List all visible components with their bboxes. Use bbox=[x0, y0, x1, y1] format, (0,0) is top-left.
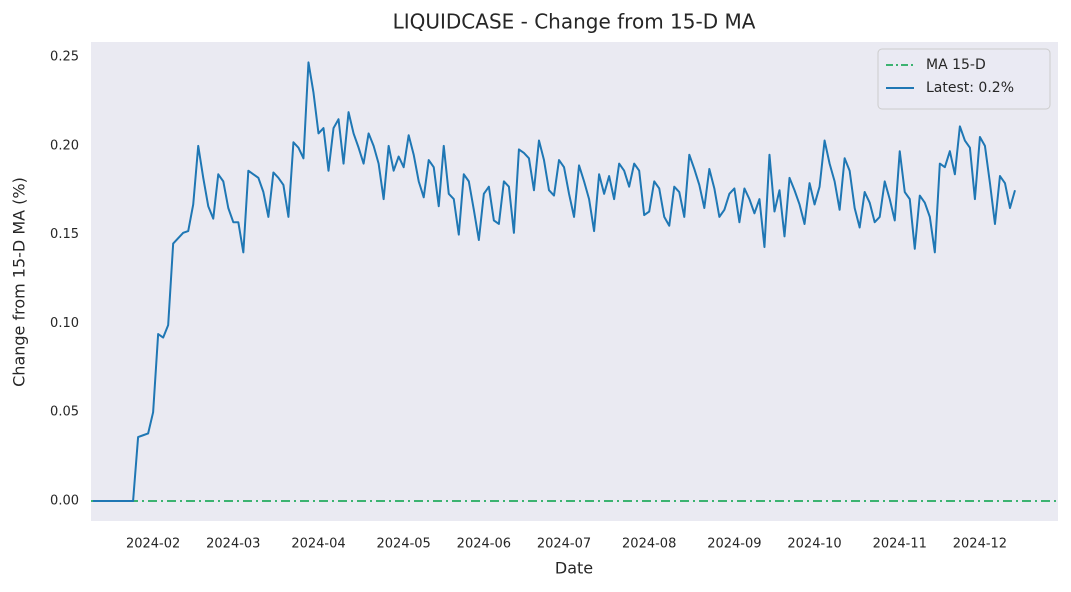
x-tick-label: 2024-08 bbox=[622, 537, 676, 552]
legend-box bbox=[877, 48, 1051, 110]
x-tick-label: 2024-10 bbox=[787, 537, 841, 552]
y-tick-label: 0.10 bbox=[50, 316, 79, 331]
x-tick-label: 2024-09 bbox=[707, 537, 761, 552]
y-tick-label: 0.05 bbox=[50, 405, 79, 420]
legend-label: Latest: 0.2% bbox=[926, 80, 1014, 96]
x-tick-label: 2024-03 bbox=[206, 537, 260, 552]
y-tick-label: 0.00 bbox=[50, 493, 79, 508]
x-tick-label: 2024-06 bbox=[457, 537, 511, 552]
x-tick-label: 2024-05 bbox=[377, 537, 431, 552]
y-tick-label: 0.15 bbox=[50, 227, 79, 242]
chart-title: LIQUIDCASE - Change from 15-D MA bbox=[393, 10, 756, 34]
x-tick-label: 2024-07 bbox=[537, 537, 591, 552]
legend-label: MA 15-D bbox=[926, 57, 986, 73]
data-line bbox=[93, 61, 1016, 502]
x-tick-label: 2024-12 bbox=[953, 537, 1007, 552]
plot-area bbox=[91, 42, 1058, 521]
x-axis-label: Date bbox=[555, 559, 593, 578]
y-tick-label: 0.20 bbox=[50, 138, 79, 153]
x-tick-label: 2024-04 bbox=[291, 537, 345, 552]
x-tick-label: 2024-02 bbox=[126, 537, 180, 552]
x-tick-label: 2024-11 bbox=[873, 537, 927, 552]
y-axis-label: Change from 15-D MA (%) bbox=[10, 177, 29, 387]
y-tick-label: 0.25 bbox=[50, 50, 79, 65]
